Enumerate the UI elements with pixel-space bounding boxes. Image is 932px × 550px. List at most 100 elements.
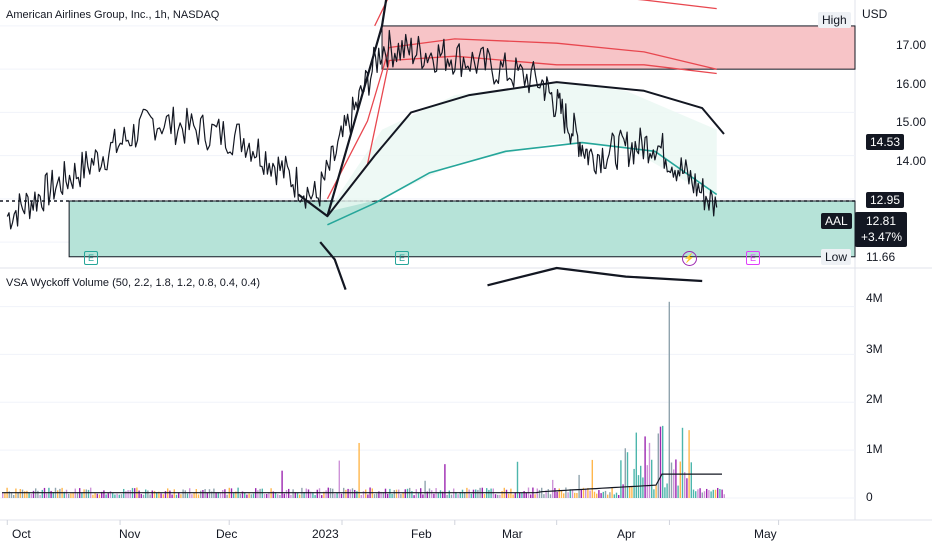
time-tick: Feb xyxy=(411,527,432,541)
volume-bar xyxy=(101,491,103,498)
volume-bar xyxy=(589,490,591,498)
volume-bar xyxy=(50,490,52,498)
volume-bar xyxy=(602,491,604,498)
volume-bar xyxy=(648,442,651,498)
volume-bar xyxy=(345,489,347,498)
volume-bar xyxy=(554,487,556,498)
volume-bar xyxy=(516,461,519,498)
volume-bar xyxy=(719,488,721,498)
volume-bar xyxy=(640,465,642,498)
middle-green-band xyxy=(327,141,718,226)
volume-bar xyxy=(226,494,228,498)
volume-bar xyxy=(710,491,712,498)
volume-bar xyxy=(615,492,618,498)
volume-bar xyxy=(285,490,288,498)
volume-bar xyxy=(670,462,673,498)
volume-bar xyxy=(695,491,697,498)
volume-bar xyxy=(299,494,301,498)
volume-bar xyxy=(195,489,197,498)
volume-bar xyxy=(362,491,365,498)
volume-bar xyxy=(494,494,497,498)
volume-bar xyxy=(118,494,120,498)
volume-bar xyxy=(591,459,593,498)
volume-bar xyxy=(714,489,717,498)
volume-bar xyxy=(347,488,349,498)
dividend-marker[interactable]: E xyxy=(746,251,760,265)
volume-bar xyxy=(444,464,446,498)
volume-bar xyxy=(472,489,475,498)
symbol-tag: AAL xyxy=(821,213,852,229)
volume-tick: 0 xyxy=(866,490,873,504)
volume-bar xyxy=(395,489,398,498)
volume-bar xyxy=(180,494,182,498)
volume-bar xyxy=(224,489,226,498)
volume-bar xyxy=(257,490,259,498)
price-tick: 16.00 xyxy=(895,77,926,91)
volume-tick: 1M xyxy=(866,442,883,456)
volume-bar xyxy=(721,489,723,498)
volume-bar xyxy=(417,493,420,498)
volume-bar xyxy=(578,474,580,498)
volume-bar xyxy=(622,484,624,498)
volume-bar xyxy=(468,489,470,498)
volume-bar xyxy=(593,491,596,498)
volume-bar xyxy=(459,491,461,498)
volume-bar xyxy=(103,490,105,498)
earnings-marker[interactable]: E xyxy=(84,251,98,265)
volume-bar xyxy=(706,488,708,498)
volume-bar xyxy=(92,494,94,498)
earnings-marker[interactable]: E xyxy=(395,251,409,265)
volume-bar xyxy=(433,493,435,498)
volume-bar xyxy=(81,492,83,498)
volume-bar xyxy=(582,487,585,498)
volume-bar xyxy=(596,493,598,498)
volume-bar xyxy=(268,493,270,498)
volume-bar xyxy=(200,490,202,498)
volume-bar xyxy=(314,495,316,498)
time-tick: 2023 xyxy=(312,527,339,541)
volume-bar xyxy=(145,489,147,498)
volume-bar xyxy=(543,494,545,498)
volume-bar xyxy=(8,491,10,498)
last-price-box xyxy=(855,212,907,247)
volume-bar xyxy=(292,489,294,498)
volume-bar xyxy=(514,492,516,498)
volume-bar xyxy=(147,490,149,498)
volume-bar xyxy=(323,491,325,498)
volume-bar xyxy=(354,489,356,498)
volume-bar xyxy=(244,492,246,498)
volume-bar xyxy=(642,477,644,498)
volume-bar xyxy=(512,494,514,498)
volume-bar xyxy=(171,494,173,498)
low-label: Low xyxy=(821,249,852,265)
volume-bar xyxy=(21,489,24,498)
split-marker[interactable]: ⚡ xyxy=(682,251,697,266)
volume-bar xyxy=(664,487,666,498)
volume-bar xyxy=(114,494,116,498)
volume-bar xyxy=(679,461,681,498)
volume-bar xyxy=(39,494,41,498)
volume-bar xyxy=(28,492,30,498)
volume-bar xyxy=(277,494,279,498)
volume-bar xyxy=(182,489,184,498)
price-tag-upper: 14.53 xyxy=(866,134,905,150)
volume-bar xyxy=(600,493,602,498)
upper-black-band xyxy=(326,81,725,217)
volume-bar xyxy=(556,491,558,498)
volume-bar xyxy=(580,489,582,498)
volume-bar xyxy=(241,491,244,498)
volume-bar xyxy=(470,493,472,498)
time-tick: Nov xyxy=(119,527,141,541)
volume-bar xyxy=(123,488,125,498)
volume-bar xyxy=(384,488,387,498)
volume-bar xyxy=(703,491,706,498)
volume-bar xyxy=(219,492,222,498)
volume-bar xyxy=(552,479,554,498)
volume-bar xyxy=(530,494,532,498)
volume-bar xyxy=(611,488,613,498)
volume-bar xyxy=(151,490,153,498)
volume-bar xyxy=(13,494,15,498)
volume-bar xyxy=(373,494,376,498)
volume-bar xyxy=(197,494,200,498)
upper-red-band xyxy=(374,0,717,27)
